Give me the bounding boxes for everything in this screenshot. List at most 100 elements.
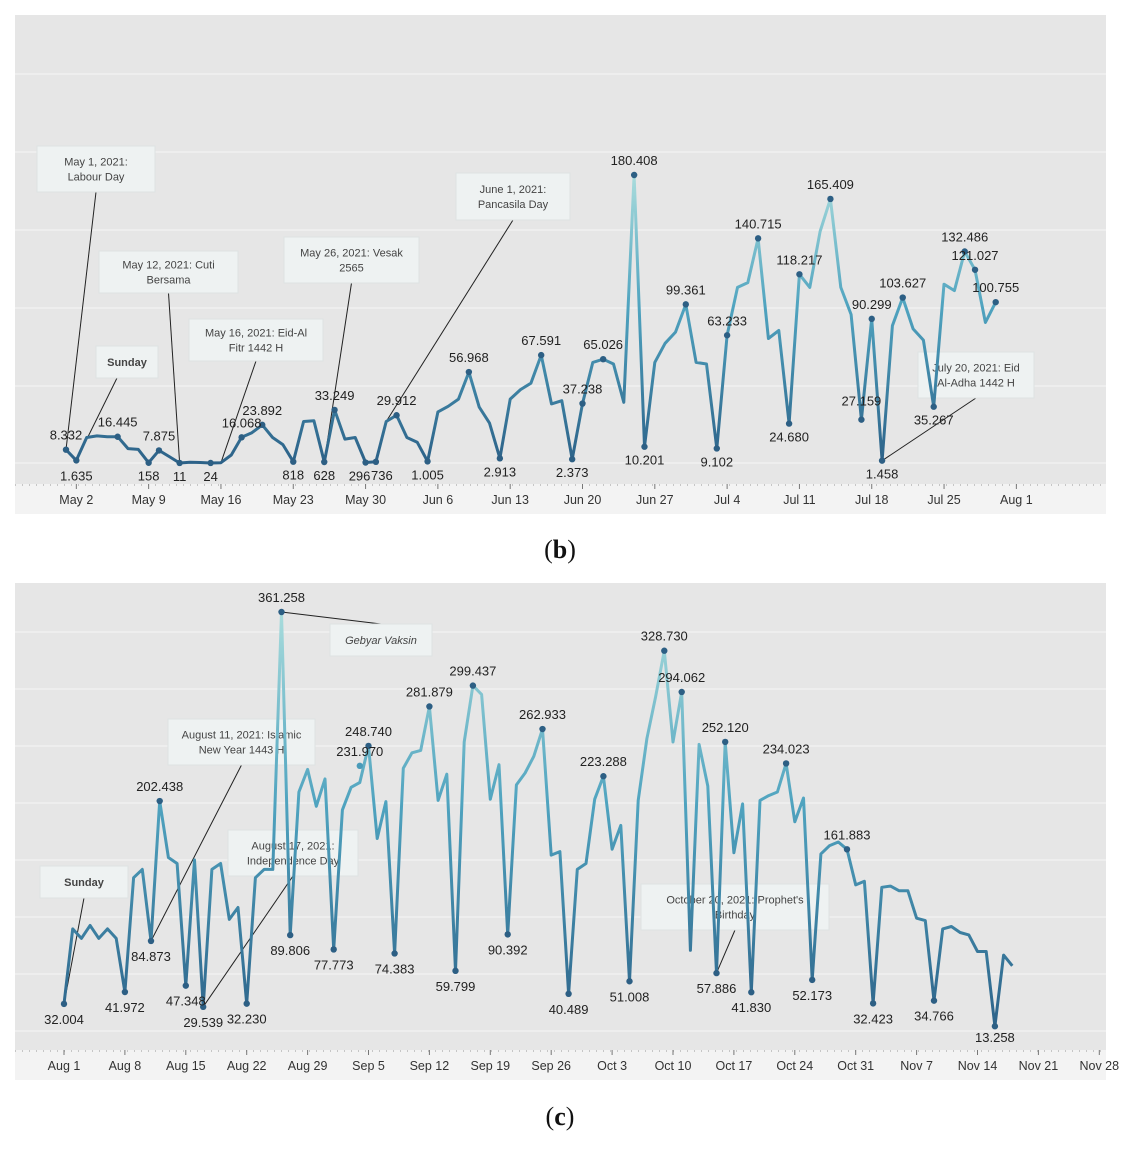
data-label: 1.458 — [866, 467, 899, 482]
annotation-box — [36, 145, 156, 193]
data-point — [60, 1000, 68, 1008]
data-point — [961, 248, 968, 255]
data-point — [843, 846, 851, 853]
annotation-text: May 26, 2021: Vesak — [300, 248, 403, 260]
data-point — [114, 433, 121, 440]
data-label: 202.438 — [136, 779, 183, 794]
annotation-text: May 1, 2021: — [64, 157, 128, 169]
data-point — [391, 950, 398, 957]
data-point — [661, 647, 668, 654]
data-point — [290, 458, 297, 465]
data-label: 1.635 — [60, 468, 93, 483]
data-point — [796, 271, 803, 278]
data-point — [200, 1003, 207, 1011]
data-label: 24.680 — [769, 430, 809, 445]
annotation-text: Labour Day — [68, 172, 125, 184]
data-point — [321, 458, 328, 466]
data-point — [365, 742, 372, 750]
chart-panel-c: Aug 1 Aug 8 Aug 15 Aug 22 Aug 29 Sep 5 Sep 12 S… — [15, 583, 1119, 1080]
data-label: 10.201 — [625, 453, 665, 468]
data-label: 223.288 — [580, 754, 627, 769]
data-point — [858, 416, 865, 423]
annotation-text: July 20, 2021: Eid — [932, 363, 1019, 375]
annotation-text: Sunday — [107, 357, 148, 369]
data-point — [930, 997, 938, 1004]
data-point — [992, 298, 999, 306]
data-label: 47.348 — [166, 994, 206, 1009]
data-label: 299.437 — [449, 664, 496, 679]
annotation-leader — [220, 360, 257, 463]
data-label: 41.972 — [105, 1000, 145, 1015]
x-tick-label: May 16 — [200, 493, 241, 507]
annotations-c: Gebyar Vaksin Sunday August 11, 2021: Isla… — [39, 611, 830, 1008]
data-point — [641, 443, 648, 450]
data-point — [785, 420, 793, 427]
x-tick-label: May 23 — [273, 493, 314, 507]
data-point — [259, 421, 266, 429]
data-point — [393, 412, 400, 419]
annotation-leader — [281, 611, 382, 625]
data-label: 231.970 — [336, 744, 383, 759]
data-label: 37.238 — [563, 382, 603, 397]
annotation-text: Pancasila Day — [478, 199, 549, 211]
data-point — [722, 738, 729, 746]
data-label: 33.249 — [315, 388, 355, 403]
x-tick-label: Aug 22 — [227, 1059, 267, 1073]
data-point — [73, 457, 80, 464]
data-point — [62, 446, 70, 453]
data-point — [452, 967, 459, 975]
data-point — [176, 459, 183, 467]
data-label: 161.883 — [824, 827, 871, 842]
annotation-box — [98, 250, 239, 294]
data-point — [496, 455, 504, 462]
annotation-leader — [150, 764, 242, 942]
x-tick-label: Sep 12 — [410, 1059, 450, 1073]
series-line — [64, 173, 998, 465]
annotation-box — [283, 236, 420, 284]
data-label: 23.892 — [242, 403, 282, 418]
annotation-text: October 20, 2021: Prophet's — [666, 895, 804, 907]
x-tick-label: Jun 13 — [491, 493, 529, 507]
data-point — [287, 931, 294, 939]
data-point — [565, 990, 572, 998]
data-label: 100.755 — [972, 280, 1019, 295]
x-axis-b: May 2 May 9 May 16 May 23 May 30 Jun 6 Jun 13 J… — [15, 484, 1106, 507]
data-point — [748, 989, 755, 996]
data-label: 89.806 — [270, 943, 310, 958]
data-label: 56.968 — [449, 350, 489, 365]
x-tick-label: Oct 24 — [776, 1059, 813, 1073]
x-axis-c: Aug 1 Aug 8 Aug 15 Aug 22 Aug 29 Sep 5 Sep 12 S… — [15, 1050, 1119, 1073]
data-label: 84.873 — [131, 949, 171, 964]
data-labels-c: 32.004 41.972 84.873 202.438 47.348 29.539 32.… — [44, 590, 1015, 1045]
series-c — [60, 608, 1014, 1030]
data-point — [869, 1000, 877, 1007]
annotation-box — [39, 865, 129, 899]
data-point — [630, 171, 638, 179]
data-label: 51.008 — [610, 989, 650, 1004]
annotation-text: May 16, 2021: Eid-Al — [205, 328, 307, 340]
annotation-text: Birthday — [715, 910, 756, 922]
panel-caption-c: (c) — [546, 1102, 575, 1131]
data-label: 63.233 — [707, 313, 747, 328]
x-tick-label: Jul 11 — [783, 493, 815, 507]
data-point — [568, 456, 576, 463]
x-axis-band-b — [15, 484, 1106, 514]
x-tick-label: Jul 18 — [855, 493, 888, 507]
x-tick-label: Aug 29 — [288, 1059, 328, 1073]
data-point — [678, 688, 685, 696]
annotation-text: August 11, 2021: Islamic — [182, 730, 302, 742]
data-label: 90.392 — [488, 942, 528, 957]
data-point — [782, 760, 790, 767]
data-label: 736 — [371, 468, 393, 483]
x-tick-label: Aug 1 — [48, 1059, 81, 1073]
annotation-leader — [881, 397, 977, 462]
data-point — [537, 351, 545, 359]
data-point — [754, 235, 762, 242]
data-point — [971, 266, 979, 273]
data-point — [600, 773, 607, 780]
annotation-box — [188, 318, 324, 362]
data-label: 59.799 — [436, 979, 476, 994]
annotations-b: May 1, 2021: Labour Day Sunday May 12, 2021… — [36, 145, 1035, 464]
annotation-box — [95, 345, 159, 379]
